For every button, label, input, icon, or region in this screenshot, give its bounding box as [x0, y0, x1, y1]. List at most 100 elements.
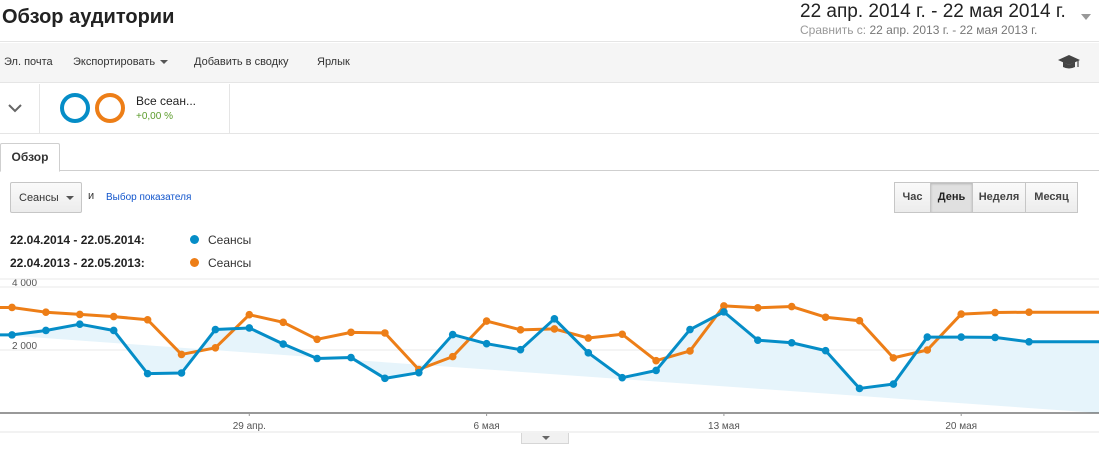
legend-series-current: Сеансы [208, 233, 252, 247]
data-point-current [109, 326, 118, 335]
data-point-current [313, 354, 321, 363]
period-day-button[interactable]: День [930, 182, 973, 213]
tab-overview[interactable]: Обзор [0, 143, 60, 172]
y-tick-label: 2 000 [12, 341, 37, 352]
data-point-current [347, 353, 355, 362]
chevron-down-icon [8, 104, 22, 113]
series-area-current [0, 311, 1099, 413]
legend-range-current: 22.04.2014 - 22.05.2014: [10, 233, 145, 247]
segment-card[interactable]: Все сеан... +0,00 % [41, 84, 230, 134]
legend-dot-previous [190, 258, 199, 267]
header: Обзор аудитории 22 апр. 2014 г. - 22 мая… [0, 0, 1099, 42]
data-point-previous [109, 312, 118, 321]
data-point-current [381, 374, 389, 383]
data-point-previous [42, 308, 50, 316]
and-label: и [88, 190, 95, 202]
email-button[interactable]: Эл. почта [4, 56, 53, 68]
data-point-previous [550, 325, 559, 333]
data-point-current [686, 325, 694, 334]
data-point-previous [177, 350, 186, 359]
data-point-current [279, 340, 288, 348]
data-point-previous [855, 316, 864, 325]
data-point-current [889, 380, 898, 388]
y-tick-label: 4 000 [12, 278, 37, 289]
data-point-current [550, 315, 559, 323]
date-range-picker[interactable]: 22 апр. 2014 г. - 22 мая 2014 г. Сравнит… [796, 0, 1099, 42]
segment-toggle[interactable] [0, 84, 40, 134]
chart-resize-handle[interactable] [521, 433, 569, 444]
x-tick-label: 29 апр. [233, 421, 266, 432]
data-point-previous [347, 328, 355, 337]
graduation-cap-icon[interactable] [1057, 52, 1081, 72]
tab-bar: Обзор [0, 135, 1099, 172]
data-point-previous [686, 347, 694, 355]
data-point-current [754, 336, 762, 345]
data-point-current [957, 333, 965, 341]
metric-select[interactable]: Сеансы [10, 182, 82, 213]
data-point-previous [313, 335, 321, 344]
data-point-current [211, 325, 220, 334]
data-point-previous [245, 310, 254, 319]
sessions-line-chart: 4 000 2 000 29 апр. 6 мая 13 мая 20 мая [0, 278, 1099, 433]
date-range: 22 апр. 2014 г. - 22 мая 2014 г. [800, 1, 1066, 22]
data-point-previous [584, 334, 593, 342]
data-point-current [855, 384, 864, 393]
period-week-button[interactable]: Неделя [972, 182, 1026, 213]
export-label: Экспортировать [73, 56, 156, 68]
data-point-current [482, 339, 491, 348]
segment-name: Все сеан... [136, 94, 196, 108]
data-point-current [245, 324, 254, 332]
data-point-previous [482, 317, 491, 325]
data-point-previous [787, 302, 796, 311]
data-point-previous [923, 346, 932, 354]
data-point-current [177, 369, 186, 377]
data-point-previous [211, 343, 220, 352]
caret-down-icon [66, 196, 74, 200]
data-point-previous [889, 354, 898, 362]
chevron-down-icon[interactable] [1081, 14, 1091, 20]
x-tick-label: 6 мая [473, 421, 499, 432]
legend-series-previous: Сеансы [208, 256, 252, 270]
data-point-current [584, 349, 593, 357]
data-point-current [618, 373, 626, 382]
data-point-previous [381, 329, 389, 337]
period-hour-button[interactable]: Час [894, 182, 931, 213]
shortcut-button[interactable]: Ярлык [317, 56, 350, 68]
data-point-current [923, 333, 932, 341]
choose-metric-link[interactable]: Выбор показателя [106, 192, 192, 203]
x-tick-label: 13 мая [708, 421, 740, 432]
period-switcher: Час День Неделя Месяц [894, 182, 1078, 213]
data-point-previous [516, 326, 525, 334]
legend-range-previous: 22.04.2013 - 22.05.2013: [10, 256, 145, 270]
caret-down-icon [160, 60, 169, 65]
toolbar: Эл. почта Экспортировать Добавить в свод… [0, 43, 1099, 83]
period-month-button[interactable]: Месяц [1025, 182, 1078, 213]
page-title: Обзор аудитории [2, 6, 175, 28]
compare-range-line: Сравнить с: 22 апр. 2013 г. - 22 мая 201… [800, 23, 1037, 37]
data-point-previous [652, 356, 660, 365]
data-point-previous [143, 315, 152, 324]
legend-dot-current [190, 235, 199, 244]
data-point-previous [957, 310, 965, 318]
data-point-current [76, 320, 84, 328]
data-point-current [720, 308, 728, 316]
caret-down-icon [542, 436, 550, 440]
data-point-previous [821, 313, 830, 322]
data-point-current [821, 346, 830, 355]
data-point-previous [720, 302, 728, 310]
metric-select-label: Сеансы [19, 192, 59, 204]
data-point-previous [448, 352, 457, 361]
add-to-dashboard-button[interactable]: Добавить в сводку [194, 56, 289, 68]
export-button[interactable]: Экспортировать [73, 56, 169, 68]
data-point-previous [279, 318, 288, 327]
data-point-current [991, 333, 999, 342]
data-point-current [1025, 338, 1033, 346]
data-point-current [143, 369, 152, 378]
segment-rings-icon [60, 93, 125, 123]
data-point-previous [754, 303, 762, 312]
data-point-current [787, 338, 796, 347]
segment-change: +0,00 % [136, 111, 173, 122]
data-point-current [516, 345, 525, 354]
data-point-previous [991, 308, 999, 317]
